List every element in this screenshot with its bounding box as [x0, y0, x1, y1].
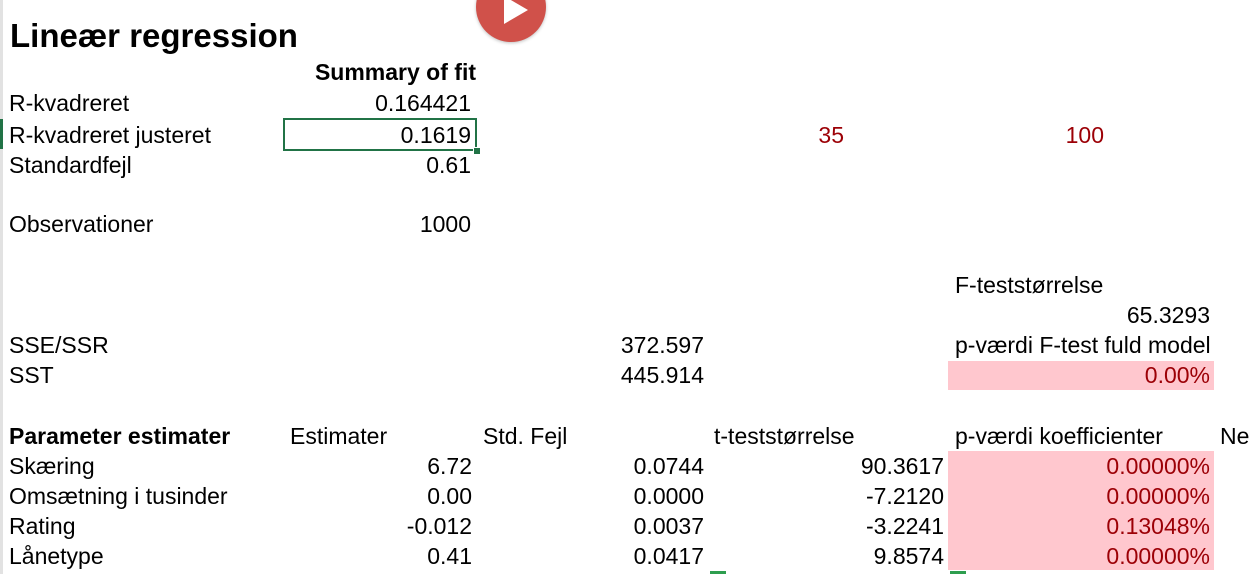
- play-button[interactable]: [476, 0, 546, 42]
- summary-header[interactable]: Summary of fit: [314, 59, 476, 85]
- std-error-label[interactable]: Standardfejl: [9, 152, 132, 178]
- f-test-value[interactable]: 65.3293: [1126, 302, 1210, 328]
- param-row-p-value[interactable]: 0.00000%: [1106, 453, 1210, 479]
- observations-value[interactable]: 1000: [419, 211, 471, 237]
- f-test-p-value[interactable]: 0.00%: [1144, 362, 1210, 388]
- f-test-p-fill: [948, 361, 1214, 390]
- r-squared-adj-value[interactable]: 0.1619: [400, 122, 471, 148]
- observations-label[interactable]: Observationer: [9, 211, 154, 237]
- param-row-std-error[interactable]: 0.0037: [633, 513, 704, 539]
- fill-handle[interactable]: [473, 147, 481, 155]
- param-header-std-error[interactable]: Std. Fejl: [483, 423, 568, 449]
- param-row-std-error[interactable]: 0.0744: [633, 453, 704, 479]
- param-header-estimate[interactable]: Estimater: [290, 423, 388, 449]
- value-cell-b[interactable]: 100: [1065, 122, 1104, 148]
- r-squared-value[interactable]: 0.164421: [375, 90, 471, 116]
- param-row-t-stat[interactable]: 9.8574: [873, 543, 944, 569]
- f-test-label[interactable]: F-teststørrelse: [955, 272, 1104, 298]
- param-row-estimate[interactable]: 0.41: [427, 543, 472, 569]
- active-row-marker: [0, 119, 3, 149]
- param-header-t-stat[interactable]: t-teststørrelse: [714, 423, 855, 449]
- cell-indicator-mark: [950, 571, 966, 574]
- param-row-name[interactable]: Rating: [9, 513, 76, 539]
- param-row-std-error[interactable]: 0.0417: [633, 543, 704, 569]
- param-row-p-value[interactable]: 0.00000%: [1106, 483, 1210, 509]
- sse-label[interactable]: SSE/SSR: [9, 332, 109, 358]
- param-header-name[interactable]: Parameter estimater: [9, 423, 231, 449]
- param-row-t-stat[interactable]: -3.2241: [865, 513, 944, 539]
- sheet-title[interactable]: Lineær regression: [10, 17, 298, 54]
- play-icon: [504, 0, 528, 24]
- cell-indicator-mark: [710, 571, 726, 574]
- std-error-value[interactable]: 0.61: [426, 152, 471, 178]
- row-header-edge: [0, 0, 3, 574]
- param-row-estimate[interactable]: -0.012: [406, 513, 472, 539]
- selected-cell[interactable]: [283, 118, 477, 151]
- sst-label[interactable]: SST: [9, 362, 54, 388]
- param-row-p-value[interactable]: 0.13048%: [1106, 513, 1210, 539]
- f-test-p-label[interactable]: p-værdi F-test fuld model: [955, 332, 1211, 358]
- param-row-name[interactable]: Omsætning i tusinder: [9, 483, 228, 509]
- param-row-t-stat[interactable]: -7.2120: [865, 483, 944, 509]
- param-row-name[interactable]: Skæring: [9, 453, 95, 479]
- r-squared-adj-label[interactable]: R-kvadreret justeret: [9, 122, 211, 148]
- param-row-estimate[interactable]: 6.72: [427, 453, 472, 479]
- param-row-std-error[interactable]: 0.0000: [633, 483, 704, 509]
- param-header-p-value[interactable]: p-værdi koefficienter: [955, 423, 1163, 449]
- param-row-estimate[interactable]: 0.00: [427, 483, 472, 509]
- param-row-t-stat[interactable]: 90.3617: [860, 453, 944, 479]
- param-header-next[interactable]: Ne: [1220, 423, 1250, 449]
- param-row-name[interactable]: Lånetype: [9, 543, 104, 569]
- r-squared-label[interactable]: R-kvadreret: [9, 90, 130, 116]
- value-cell-a[interactable]: 35: [818, 122, 844, 148]
- p-value-fill: [948, 451, 1214, 570]
- sst-value[interactable]: 445.914: [620, 362, 704, 388]
- sse-value[interactable]: 372.597: [620, 332, 704, 358]
- param-row-p-value[interactable]: 0.00000%: [1106, 543, 1210, 569]
